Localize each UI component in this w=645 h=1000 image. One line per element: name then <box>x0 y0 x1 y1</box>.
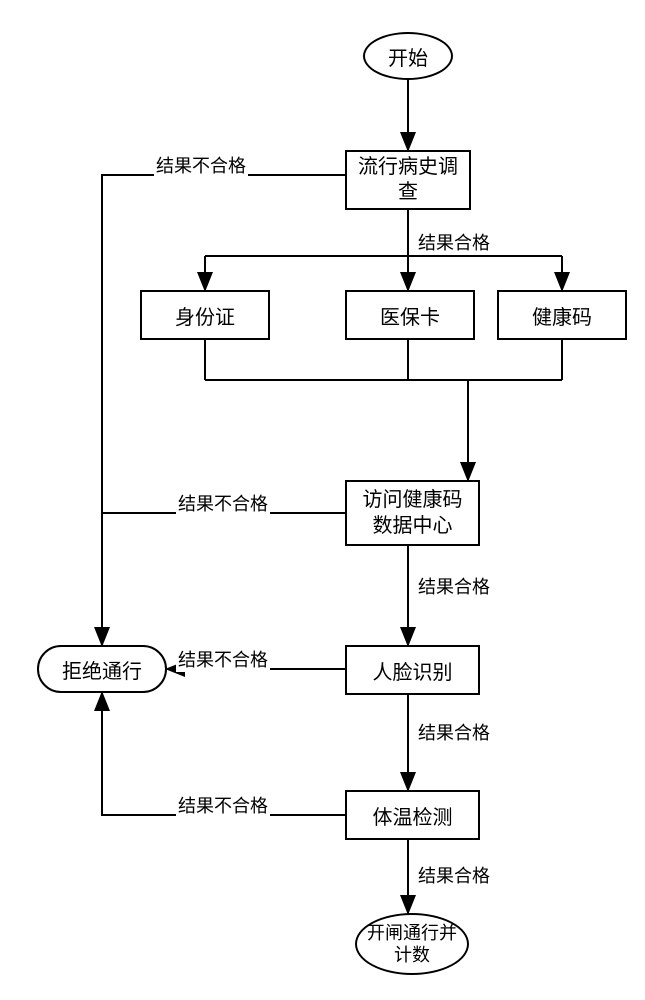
start-label: 开始 <box>388 42 428 71</box>
face-label: 人脸识别 <box>373 656 453 685</box>
deny-label: 拒绝通行 <box>62 655 142 684</box>
face-node: 人脸识别 <box>345 645 480 695</box>
id-card-label: 身份证 <box>175 301 235 330</box>
survey-label: 流行病史调 查 <box>358 155 458 205</box>
edge-label-e_face_temp: 结果合格 <box>416 719 492 745</box>
med-card-label: 医保卡 <box>380 301 440 330</box>
temp-node: 体温检测 <box>345 790 480 840</box>
edge-label-e_dc_face: 结果合格 <box>416 573 492 599</box>
edge-label-e_temp_pass: 结果合格 <box>416 862 492 888</box>
med-card-node: 医保卡 <box>345 290 475 340</box>
pass-label: 开闸通行并 计数 <box>367 922 457 967</box>
health-qr-node: 健康码 <box>497 290 627 340</box>
edge-label-e_survey_fail: 结果不合格 <box>154 152 248 178</box>
edge-e_survey_fail <box>102 175 345 645</box>
id-card-node: 身份证 <box>140 290 270 340</box>
data-center-node: 访问健康码 数据中心 <box>345 480 480 546</box>
edge-label-e_dc_fail: 结果不合格 <box>176 490 270 516</box>
edge-label-e_temp_fail: 结果不合格 <box>176 792 270 818</box>
data-center-label: 访问健康码 数据中心 <box>363 487 463 539</box>
pass-node: 开闸通行并 计数 <box>355 913 469 975</box>
edge-label-e_survey_down: 结果合格 <box>416 229 492 255</box>
survey-node: 流行病史调 查 <box>345 150 471 210</box>
start-node: 开始 <box>363 32 453 80</box>
temp-label: 体温检测 <box>373 801 453 830</box>
deny-node: 拒绝通行 <box>37 645 167 693</box>
health-qr-label: 健康码 <box>532 301 592 330</box>
edge-label-e_face_fail: 结果不合格 <box>176 646 270 672</box>
